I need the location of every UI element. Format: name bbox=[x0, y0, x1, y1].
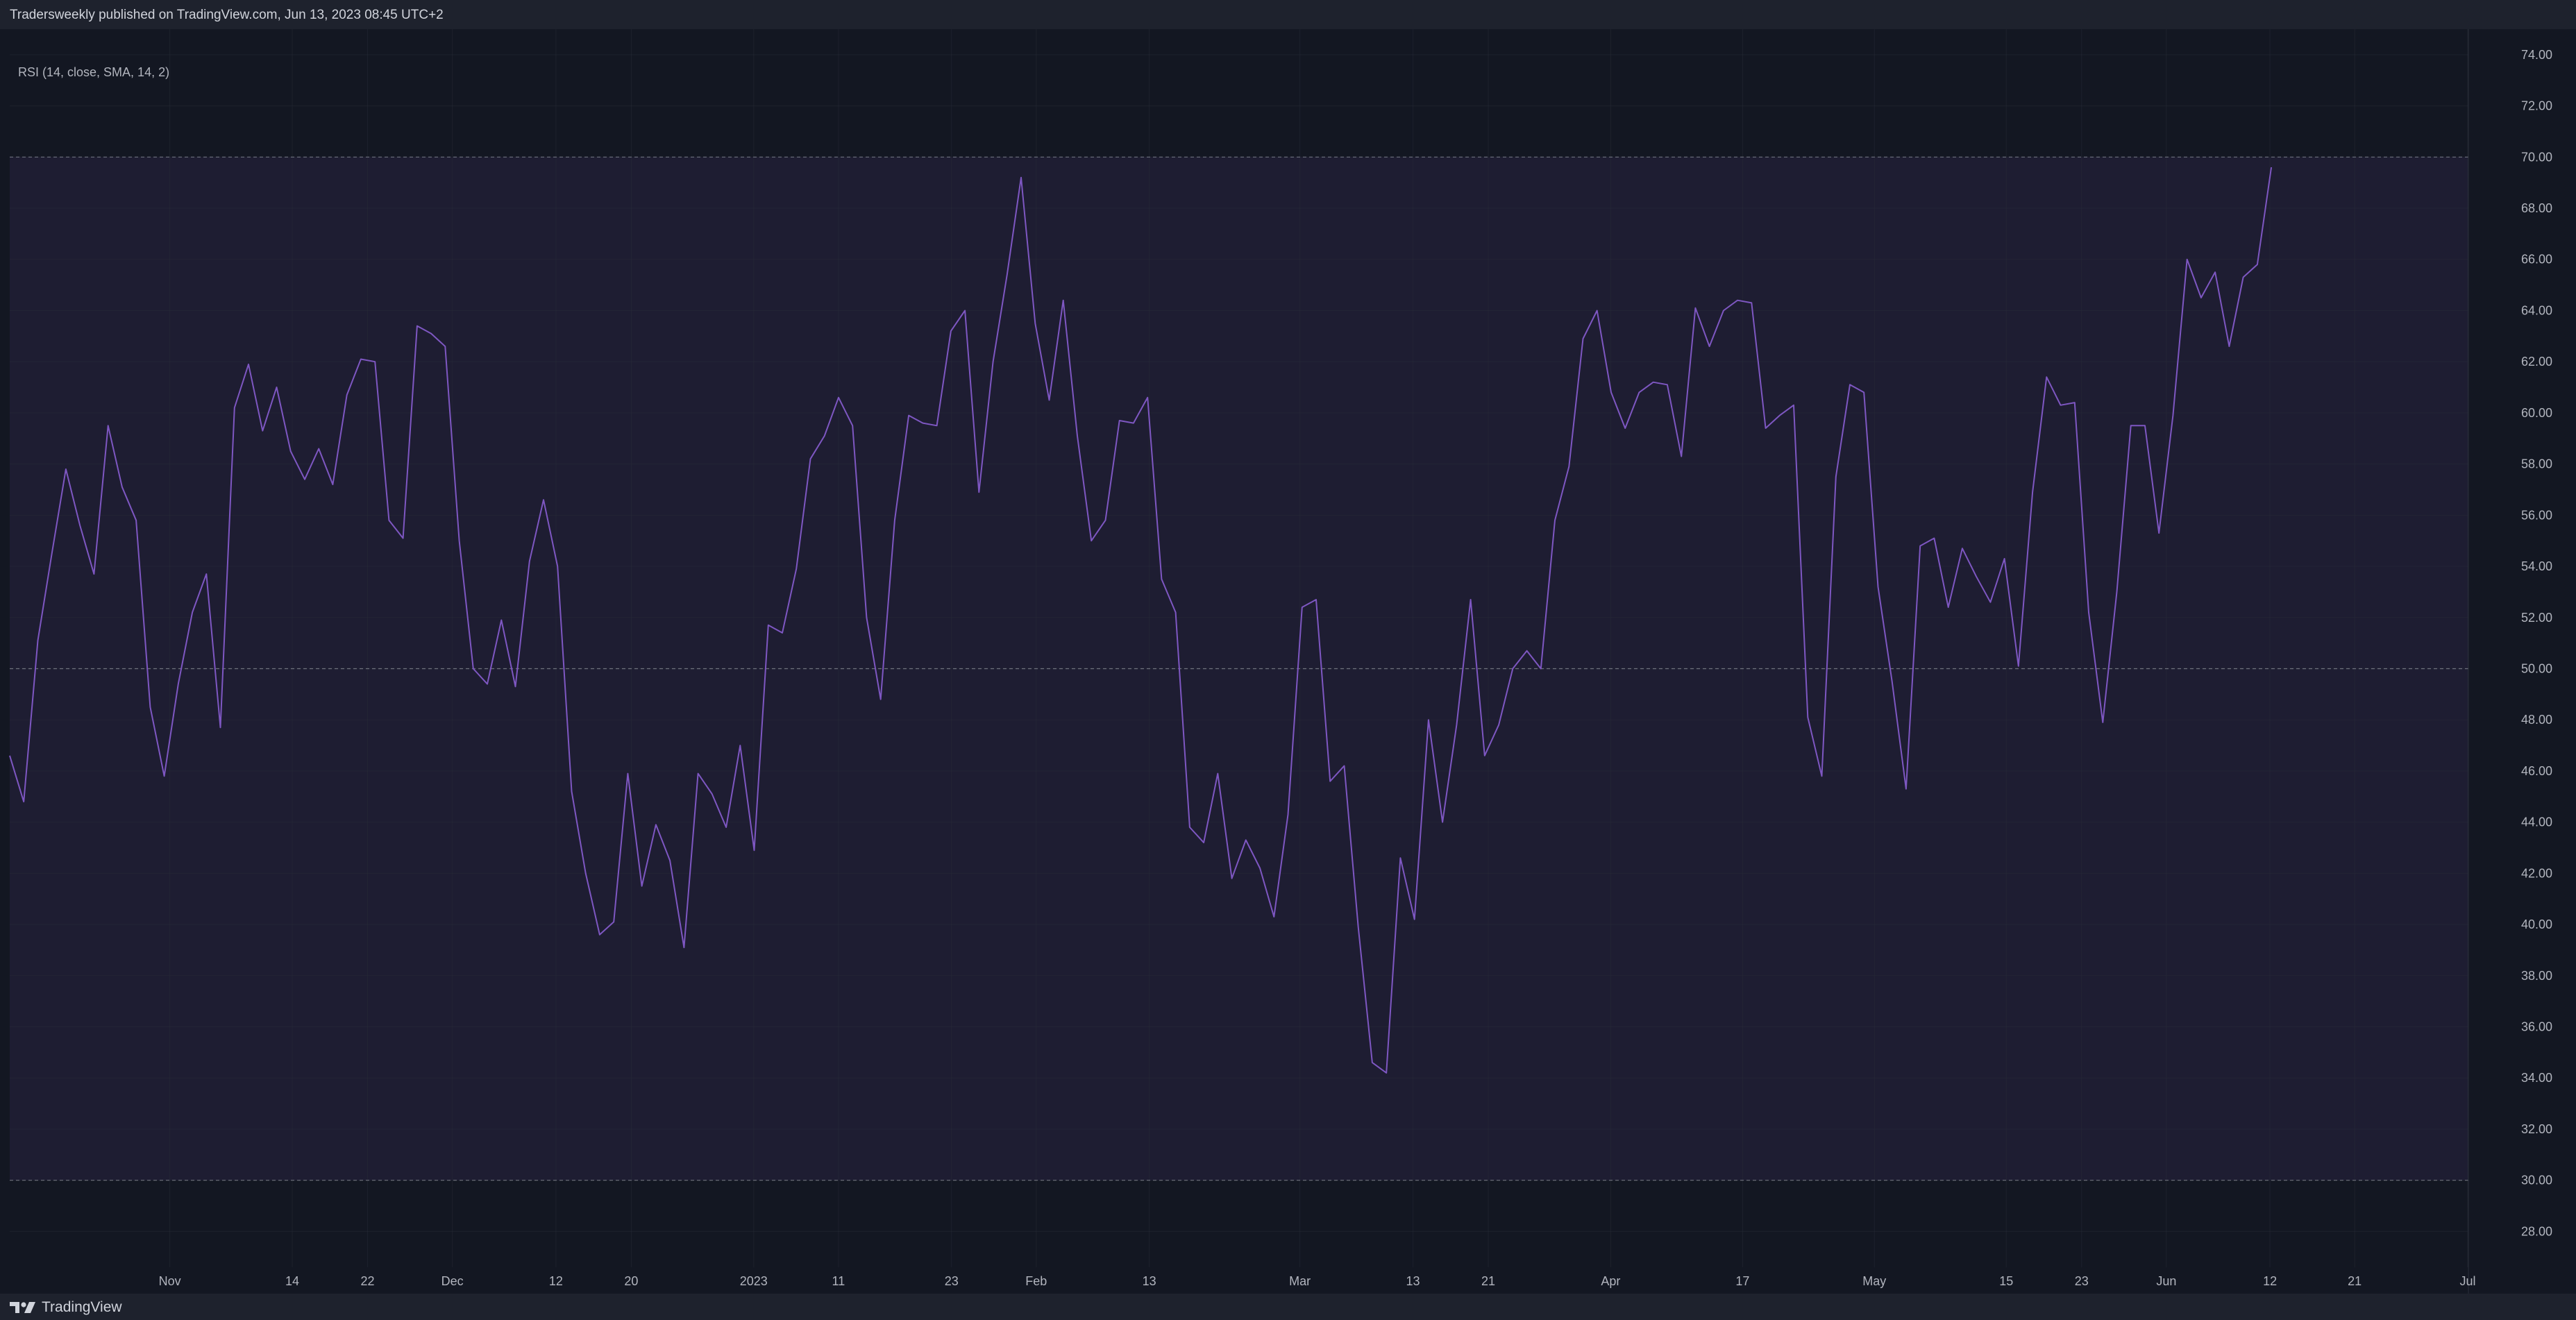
y-tick-label: 62.00 bbox=[2521, 355, 2552, 369]
y-tick-label: 38.00 bbox=[2521, 969, 2552, 983]
x-tick-label: Nov bbox=[159, 1274, 181, 1288]
y-tick-label: 72.00 bbox=[2521, 99, 2552, 113]
x-tick-label: 12 bbox=[2263, 1274, 2277, 1288]
y-tick-label: 28.00 bbox=[2521, 1224, 2552, 1238]
y-tick-label: 70.00 bbox=[2521, 150, 2552, 164]
x-tick-label: Mar bbox=[1289, 1274, 1311, 1288]
x-tick-label: 23 bbox=[945, 1274, 959, 1288]
y-tick-label: 74.00 bbox=[2521, 48, 2552, 62]
y-tick-label: 34.00 bbox=[2521, 1071, 2552, 1085]
footer-logo[interactable]: TradingView bbox=[10, 1299, 122, 1316]
x-tick-label: 12 bbox=[549, 1274, 563, 1288]
y-tick-label: 40.00 bbox=[2521, 917, 2552, 931]
y-tick-label: 42.00 bbox=[2521, 866, 2552, 880]
x-tick-label: 21 bbox=[2348, 1274, 2362, 1288]
price-axis bbox=[2468, 29, 2576, 1294]
y-tick-label: 56.00 bbox=[2521, 508, 2552, 522]
x-tick-label: 13 bbox=[1406, 1274, 1420, 1288]
x-tick-label: 11 bbox=[832, 1274, 845, 1288]
y-tick-label: 68.00 bbox=[2521, 201, 2552, 215]
y-tick-label: 32.00 bbox=[2521, 1122, 2552, 1136]
y-tick-label: 60.00 bbox=[2521, 406, 2552, 420]
x-tick-label: 14 bbox=[285, 1274, 299, 1288]
y-tick-label: 58.00 bbox=[2521, 457, 2552, 471]
y-tick-label: 54.00 bbox=[2521, 559, 2552, 573]
x-tick-label: May bbox=[1862, 1274, 1886, 1288]
x-tick-label: 23 bbox=[2075, 1274, 2089, 1288]
publisher-text: Tradersweekly published on TradingView.c… bbox=[10, 8, 444, 22]
x-tick-label: 22 bbox=[361, 1274, 375, 1288]
y-tick-label: 48.00 bbox=[2521, 713, 2552, 727]
indicator-legend[interactable]: RSI (14, close, SMA, 14, 2) bbox=[18, 65, 170, 79]
x-tick-label: 17 bbox=[1735, 1274, 1749, 1288]
y-tick-label: 50.00 bbox=[2521, 661, 2552, 675]
x-tick-label: 20 bbox=[624, 1274, 638, 1288]
tradingview-logo-icon bbox=[10, 1302, 35, 1313]
publisher-header: Tradersweekly published on TradingView.c… bbox=[0, 0, 2576, 29]
footer-bar: TradingView bbox=[0, 1294, 2576, 1320]
y-tick-label: 30.00 bbox=[2521, 1174, 2552, 1187]
rsi-chart[interactable]: 28.00 30.00 32.00 34.00 36.00 38.00 40.00 42.00… bbox=[0, 29, 2576, 1294]
x-tick-label: Jul bbox=[2459, 1274, 2475, 1288]
y-tick-label: 66.00 bbox=[2521, 253, 2552, 266]
y-tick-label: 64.00 bbox=[2521, 303, 2552, 317]
x-tick-label: Jun bbox=[2156, 1274, 2176, 1288]
chart-frame[interactable]: 28.00 30.00 32.00 34.00 36.00 38.00 40.00 42.00… bbox=[0, 29, 2576, 1294]
x-tick-label: Apr bbox=[1601, 1274, 1620, 1288]
x-tick-label: Dec bbox=[441, 1274, 464, 1288]
x-tick-label: 15 bbox=[1999, 1274, 2013, 1288]
x-tick-label: 21 bbox=[1481, 1274, 1495, 1288]
x-tick-label: 2023 bbox=[740, 1274, 768, 1288]
x-tick-label: Feb bbox=[1025, 1274, 1047, 1288]
y-tick-label: 36.00 bbox=[2521, 1020, 2552, 1034]
x-tick-label: 13 bbox=[1143, 1274, 1156, 1288]
y-tick-label: 44.00 bbox=[2521, 815, 2552, 829]
y-tick-label: 52.00 bbox=[2521, 611, 2552, 625]
footer-brand: TradingView bbox=[42, 1299, 122, 1315]
y-tick-label: 46.00 bbox=[2521, 764, 2552, 778]
rsi-line[interactable] bbox=[9, 167, 2273, 1074]
